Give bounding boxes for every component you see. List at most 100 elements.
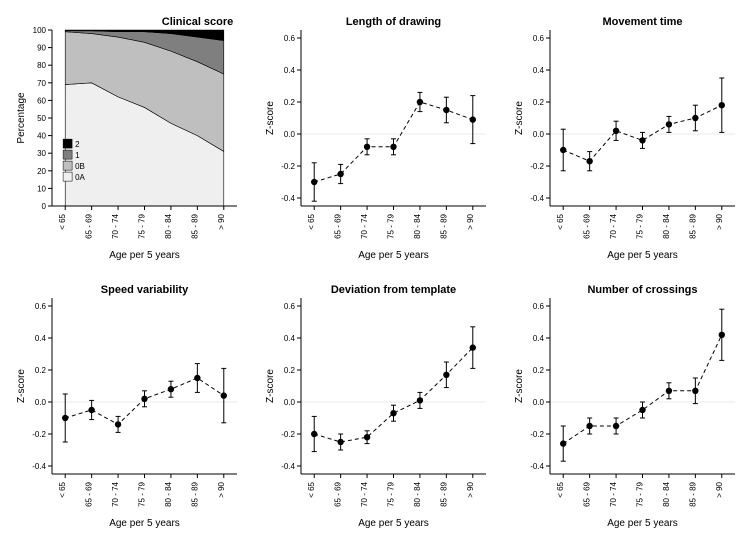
zscore-chart: -0.4-0.20.00.20.40.6Z-score< 6565 - 6970… bbox=[261, 280, 492, 530]
svg-text:75 - 79: 75 - 79 bbox=[387, 213, 396, 238]
svg-text:0A: 0A bbox=[75, 173, 85, 182]
svg-text:< 65: < 65 bbox=[307, 213, 316, 229]
svg-text:0: 0 bbox=[42, 202, 47, 211]
svg-text:< 65: < 65 bbox=[58, 213, 67, 229]
svg-text:70 - 74: 70 - 74 bbox=[609, 481, 618, 506]
svg-text:30: 30 bbox=[37, 149, 46, 158]
svg-text:65 - 69: 65 - 69 bbox=[85, 481, 94, 506]
svg-text:20: 20 bbox=[37, 167, 46, 176]
svg-text:Deviation from template: Deviation from template bbox=[331, 284, 456, 296]
svg-text:0.2: 0.2 bbox=[284, 98, 296, 107]
svg-text:-0.4: -0.4 bbox=[530, 462, 544, 471]
svg-text:0.2: 0.2 bbox=[533, 98, 545, 107]
svg-text:Length of drawing: Length of drawing bbox=[346, 16, 441, 28]
svg-text:Movement time: Movement time bbox=[602, 16, 682, 28]
svg-text:0.6: 0.6 bbox=[284, 302, 296, 311]
svg-text:Age per 5 years: Age per 5 years bbox=[358, 250, 429, 261]
zscore-chart: -0.4-0.20.00.20.40.6Z-score< 6565 - 6970… bbox=[510, 280, 741, 530]
svg-text:-0.2: -0.2 bbox=[281, 162, 295, 171]
svg-text:60: 60 bbox=[37, 96, 46, 105]
svg-text:0.4: 0.4 bbox=[533, 66, 545, 75]
svg-text:75 - 79: 75 - 79 bbox=[138, 213, 147, 238]
svg-text:65 - 69: 65 - 69 bbox=[583, 213, 592, 238]
svg-text:Speed variability: Speed variability bbox=[101, 284, 189, 296]
svg-text:85 - 89: 85 - 89 bbox=[688, 481, 697, 506]
svg-text:80 - 84: 80 - 84 bbox=[662, 481, 671, 506]
svg-text:0B: 0B bbox=[75, 162, 85, 171]
svg-text:70 - 74: 70 - 74 bbox=[360, 213, 369, 238]
svg-text:0.4: 0.4 bbox=[35, 334, 47, 343]
svg-text:70 - 74: 70 - 74 bbox=[360, 481, 369, 506]
svg-text:Age per 5 years: Age per 5 years bbox=[607, 518, 678, 529]
svg-text:70 - 74: 70 - 74 bbox=[609, 213, 618, 238]
svg-text:80 - 84: 80 - 84 bbox=[662, 213, 671, 238]
svg-text:80: 80 bbox=[37, 61, 46, 70]
svg-text:85 - 89: 85 - 89 bbox=[190, 481, 199, 506]
svg-text:80 - 84: 80 - 84 bbox=[164, 481, 173, 506]
svg-text:0.2: 0.2 bbox=[284, 366, 296, 375]
svg-text:Age per 5 years: Age per 5 years bbox=[358, 518, 429, 529]
svg-text:Z-score: Z-score bbox=[16, 369, 27, 403]
svg-text:80 - 84: 80 - 84 bbox=[413, 481, 422, 506]
svg-text:< 65: < 65 bbox=[307, 481, 316, 497]
svg-text:> 90: > 90 bbox=[715, 481, 724, 497]
panel-1: -0.4 -0.2 0.0 0.2 0.4 0.6 Z-score < 65 65 - 69 70… bbox=[261, 12, 492, 262]
svg-text:> 90: > 90 bbox=[217, 213, 226, 229]
svg-text:10: 10 bbox=[37, 184, 46, 193]
svg-text:0.4: 0.4 bbox=[284, 66, 296, 75]
svg-text:-0.2: -0.2 bbox=[32, 430, 46, 439]
svg-text:-0.2: -0.2 bbox=[530, 430, 544, 439]
svg-text:65 - 69: 65 - 69 bbox=[334, 213, 343, 238]
panel-0: 0102030405060708090100Percentage< 6565 -… bbox=[12, 12, 243, 262]
svg-text:0.4: 0.4 bbox=[284, 334, 296, 343]
svg-text:1: 1 bbox=[75, 151, 80, 160]
svg-text:75 - 79: 75 - 79 bbox=[138, 481, 147, 506]
svg-text:> 90: > 90 bbox=[466, 481, 475, 497]
svg-text:< 65: < 65 bbox=[556, 481, 565, 497]
svg-text:90: 90 bbox=[37, 44, 46, 53]
svg-text:Percentage: Percentage bbox=[16, 92, 27, 144]
svg-text:0.0: 0.0 bbox=[284, 130, 296, 139]
svg-text:0.6: 0.6 bbox=[35, 302, 47, 311]
svg-text:50: 50 bbox=[37, 114, 46, 123]
svg-text:Age per 5 years: Age per 5 years bbox=[109, 250, 180, 261]
svg-text:85 - 89: 85 - 89 bbox=[688, 213, 697, 238]
svg-text:85 - 89: 85 - 89 bbox=[439, 213, 448, 238]
svg-text:Z-score: Z-score bbox=[265, 101, 276, 135]
stacked-area-chart: 0102030405060708090100Percentage< 6565 -… bbox=[12, 12, 243, 262]
svg-text:> 90: > 90 bbox=[466, 213, 475, 229]
svg-text:0.0: 0.0 bbox=[35, 398, 47, 407]
svg-text:70: 70 bbox=[37, 79, 46, 88]
svg-text:70 - 74: 70 - 74 bbox=[111, 213, 120, 238]
svg-text:-0.4: -0.4 bbox=[281, 194, 295, 203]
svg-text:-0.2: -0.2 bbox=[281, 430, 295, 439]
svg-text:> 90: > 90 bbox=[217, 481, 226, 497]
svg-text:2: 2 bbox=[75, 140, 80, 149]
panel-3: -0.4 -0.2 0.0 0.2 0.4 0.6 Z-score < 65 65 - 69 70… bbox=[12, 280, 243, 530]
svg-text:0.6: 0.6 bbox=[533, 34, 545, 43]
svg-text:65 - 69: 65 - 69 bbox=[583, 481, 592, 506]
svg-text:80 - 84: 80 - 84 bbox=[413, 213, 422, 238]
svg-text:0.2: 0.2 bbox=[533, 366, 545, 375]
panel-4: -0.4-0.20.00.20.40.6Z-score< 6565 - 6970… bbox=[261, 280, 492, 530]
svg-text:Z-score: Z-score bbox=[265, 369, 276, 403]
svg-text:0.2: 0.2 bbox=[35, 366, 47, 375]
svg-text:65 - 69: 65 - 69 bbox=[334, 481, 343, 506]
svg-text:Age per 5 years: Age per 5 years bbox=[607, 250, 678, 261]
svg-text:70 - 74: 70 - 74 bbox=[111, 481, 120, 506]
svg-text:< 65: < 65 bbox=[58, 481, 67, 497]
svg-text:85 - 89: 85 - 89 bbox=[439, 481, 448, 506]
svg-text:Clinical score: Clinical score bbox=[162, 16, 234, 28]
svg-text:0.6: 0.6 bbox=[533, 302, 545, 311]
svg-text:80 - 84: 80 - 84 bbox=[164, 213, 173, 238]
svg-text:Z-score: Z-score bbox=[514, 101, 525, 135]
svg-text:75 - 79: 75 - 79 bbox=[387, 481, 396, 506]
svg-text:85 - 89: 85 - 89 bbox=[190, 213, 199, 238]
svg-text:0.6: 0.6 bbox=[284, 34, 296, 43]
svg-text:-0.4: -0.4 bbox=[32, 462, 46, 471]
svg-text:Number of crossings: Number of crossings bbox=[587, 284, 697, 296]
zscore-chart: -0.4 -0.2 0.0 0.2 0.4 0.6 Z-score < 65 65 - 69 70… bbox=[12, 280, 243, 530]
svg-text:> 90: > 90 bbox=[715, 213, 724, 229]
zscore-chart: -0.4-0.20.00.20.40.6Z-score< 6565 - 6970… bbox=[510, 12, 741, 262]
svg-text:-0.2: -0.2 bbox=[530, 162, 544, 171]
